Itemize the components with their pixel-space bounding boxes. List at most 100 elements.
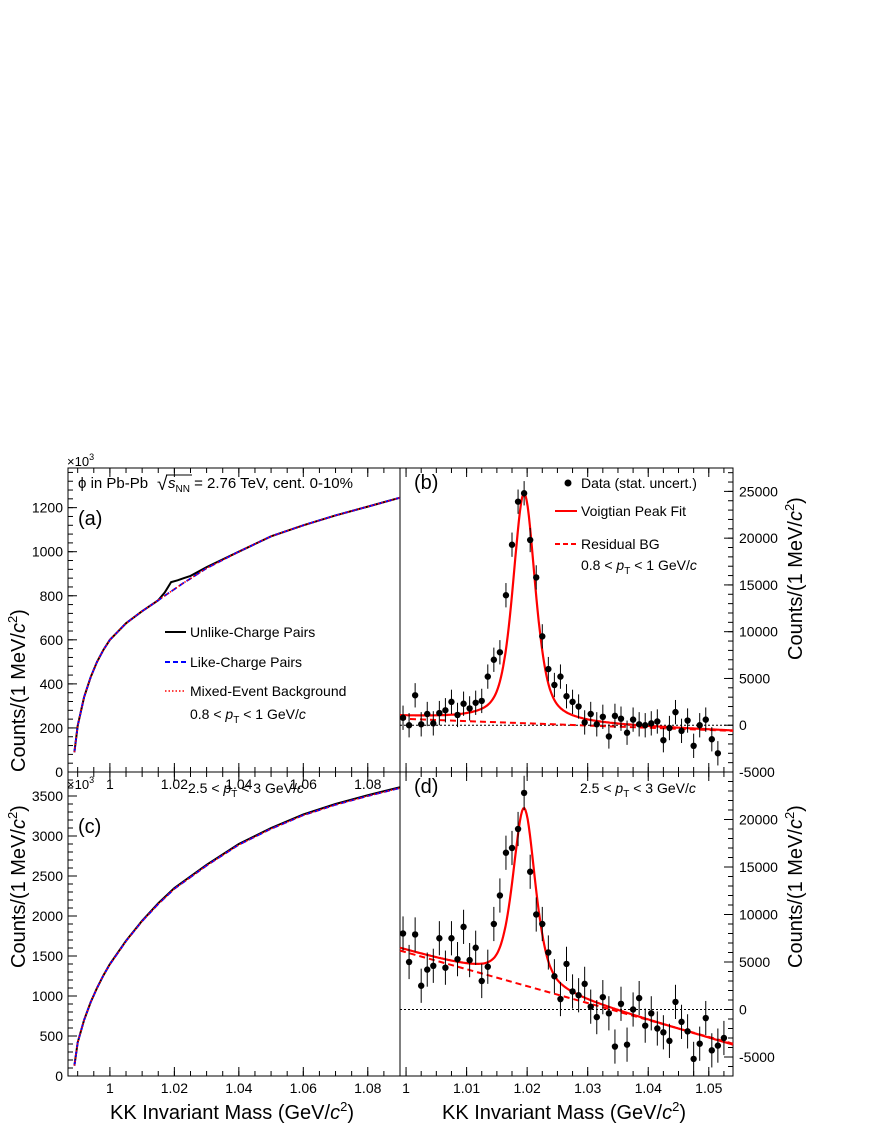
data-point-d [472, 944, 479, 951]
ytick-label-c: 1000 [32, 988, 63, 1004]
ylabel-left-bottom: Counts/(1 MeV/c2) [5, 805, 30, 968]
xtick-label-c: 1.02 [161, 1080, 188, 1096]
data-point-d [405, 958, 413, 966]
data-point-b [484, 673, 491, 680]
data-point-b [526, 536, 534, 544]
data-point-b [539, 633, 546, 640]
data-point-d [623, 1041, 631, 1048]
frame-c [67, 771, 401, 1077]
data-point-d [496, 892, 504, 899]
data-point-d [714, 1042, 722, 1049]
data-point-d [635, 994, 643, 1002]
ytick-label-d: 5000 [739, 954, 770, 970]
residual-bg-d [399, 949, 734, 1045]
data-point-d [611, 1043, 619, 1050]
data-point-b [648, 720, 655, 727]
data-point-b [424, 710, 431, 718]
data-point-d [533, 911, 540, 918]
data-point-d [526, 868, 534, 875]
ytick-label-b: -5000 [739, 764, 775, 780]
legend-a: Unlike-Charge Pairs Like-Charge Pairs Mi… [165, 624, 346, 726]
data-point-d [678, 1018, 685, 1026]
ytick-label-c: 1500 [32, 948, 63, 964]
data-point-d [411, 931, 419, 938]
data-point-d [660, 1029, 667, 1036]
data-point-b [508, 541, 516, 548]
ytick-label-b: 0 [739, 717, 747, 733]
data-point-b [399, 714, 407, 721]
data-points [399, 481, 728, 1076]
xtick-label-c: 1.06 [290, 1080, 317, 1096]
sqrt-symbol: √ [157, 474, 168, 495]
data-point-d [478, 977, 485, 985]
frame-a [67, 467, 401, 773]
data-point-b [454, 711, 461, 719]
pt-range-a: 0.8 < pT < 1 GeV/c [190, 706, 306, 726]
pt-range-b: 0.8 < pT < 1 GeV/c [581, 557, 697, 577]
data-point-b [563, 693, 570, 700]
ytick-label-c: 500 [40, 1028, 64, 1044]
xtick-label-a: 1.04 [225, 776, 252, 792]
xtick-label-c: 1.04 [225, 1080, 252, 1096]
data-point-b [551, 681, 558, 689]
data-point-b [617, 715, 625, 722]
xtick-label-a: 1.08 [354, 776, 381, 792]
system-label: ϕ in Pb-Pb [78, 475, 148, 492]
xtick-label-c: 1 [106, 1080, 114, 1096]
xtick-label-d: 1.03 [574, 1080, 601, 1096]
data-point-d [430, 962, 437, 969]
data-point-d [720, 1034, 728, 1042]
legend-label-like: Like-Charge Pairs [190, 654, 302, 670]
data-point-d [442, 964, 449, 971]
data-point-b [684, 717, 691, 724]
data-point-d [666, 1037, 673, 1045]
energy-label: sNN = 2.76 TeV, cent. 0-10% [168, 475, 353, 495]
ytick-label-b: 5000 [739, 670, 770, 686]
xlabel-left: KK Invariant Mass (GeV/c2) [110, 1099, 354, 1124]
data-point-d [702, 1014, 709, 1022]
data-point-b [605, 733, 613, 740]
series-c-solid [73, 786, 401, 1066]
data-point-d [466, 956, 473, 964]
series-c-dashed [73, 787, 401, 1066]
xtick-label-a: 1.02 [161, 776, 188, 792]
ylabel-right-bottom: Counts/(1 MeV/c2) [782, 805, 807, 968]
data-point-d [520, 789, 528, 797]
data-point-b [466, 705, 473, 712]
data-point-b [514, 498, 522, 505]
data-point-d [508, 844, 516, 852]
data-point-b [520, 490, 528, 497]
xtick-label-d: 1.04 [635, 1080, 662, 1096]
ytick-label-d: 20000 [739, 812, 778, 828]
data-point-d [642, 1022, 649, 1029]
data-point-d [545, 949, 552, 956]
data-point-b [436, 709, 443, 717]
legend-label-resbg: Residual BG [581, 536, 660, 552]
data-point-b [708, 736, 716, 743]
data-point-d [514, 825, 522, 833]
data-point-b [490, 656, 498, 663]
data-point-b [593, 721, 600, 728]
data-point-b [623, 729, 631, 736]
data-point-d [502, 849, 510, 856]
data-point-b [448, 698, 455, 706]
data-point-d [417, 982, 425, 989]
pt-range-d: 2.5 < pT < 3 GeV/c [580, 780, 696, 800]
data-point-b [672, 708, 679, 716]
panel-label-d: (d) [414, 776, 438, 798]
data-point-d [690, 1055, 697, 1063]
ylabel-right-top: Counts/(1 MeV/c2) [782, 497, 807, 660]
ytick-label-a: 0 [55, 764, 63, 780]
data-point-b [496, 649, 504, 656]
pt-range-c: 2.5 < pT < 3 GeV/c [188, 780, 304, 800]
data-point-b [666, 724, 673, 732]
data-point-d [587, 1003, 594, 1010]
legend-label-mixed: Mixed-Event Background [190, 683, 346, 699]
data-point-b [696, 722, 703, 729]
data-point-d [629, 1006, 637, 1013]
data-point-d [490, 920, 498, 928]
data-point-d [696, 1040, 703, 1047]
data-point-b [611, 712, 619, 720]
